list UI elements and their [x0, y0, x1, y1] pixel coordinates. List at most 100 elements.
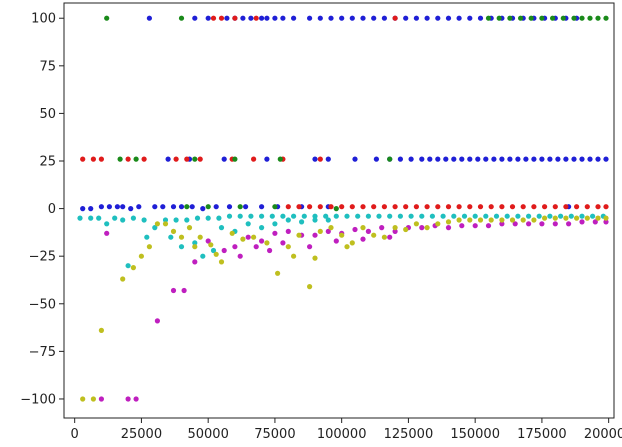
- data-point: [558, 213, 564, 219]
- x-tick-label: 100000: [317, 427, 367, 442]
- y-tick-label: 75: [39, 59, 56, 74]
- data-point: [547, 156, 553, 162]
- data-point: [339, 232, 345, 238]
- data-point: [178, 15, 185, 21]
- data-point: [590, 213, 596, 219]
- data-point: [154, 221, 160, 227]
- data-point: [339, 204, 345, 210]
- data-point: [213, 204, 219, 210]
- data-point: [277, 156, 283, 162]
- data-point: [317, 15, 323, 21]
- data-point: [435, 221, 441, 227]
- data-point: [312, 213, 318, 219]
- data-point: [477, 217, 484, 223]
- data-point: [520, 217, 526, 223]
- data-point: [344, 213, 350, 219]
- y-tick-label: −75: [29, 345, 56, 360]
- data-point: [259, 204, 265, 210]
- data-point: [526, 221, 532, 227]
- x-tick-label: 50000: [187, 427, 228, 442]
- data-point: [392, 15, 398, 21]
- data-point: [205, 215, 211, 221]
- data-point: [184, 204, 190, 210]
- data-point: [376, 213, 382, 219]
- data-point: [477, 204, 484, 210]
- data-point: [520, 204, 526, 210]
- data-point: [125, 156, 131, 162]
- y-tick-label: 0: [48, 202, 56, 217]
- data-point: [528, 15, 534, 21]
- data-point: [136, 204, 142, 210]
- data-point: [595, 156, 601, 162]
- data-point: [587, 15, 593, 21]
- data-point: [571, 15, 577, 21]
- data-point: [146, 244, 152, 250]
- data-point: [114, 204, 120, 210]
- data-point: [456, 204, 462, 210]
- data-point: [307, 244, 313, 250]
- data-point: [325, 156, 331, 162]
- data-point: [226, 204, 233, 210]
- data-point: [128, 206, 134, 212]
- data-point: [210, 15, 217, 21]
- data-point: [280, 213, 286, 219]
- data-point: [125, 263, 131, 269]
- data-point: [325, 217, 331, 223]
- data-point: [397, 156, 403, 162]
- data-point: [240, 236, 246, 242]
- data-point: [184, 217, 190, 223]
- data-point: [173, 156, 179, 162]
- data-point: [253, 15, 259, 21]
- data-point: [445, 204, 452, 210]
- data-point: [96, 215, 102, 221]
- data-point: [243, 204, 249, 210]
- data-point: [413, 15, 419, 21]
- data-point: [536, 213, 542, 219]
- data-point: [403, 204, 409, 210]
- data-point: [328, 204, 334, 210]
- data-point: [445, 219, 452, 225]
- data-point: [112, 215, 118, 221]
- data-point: [371, 204, 377, 210]
- data-point: [328, 225, 334, 231]
- data-point: [539, 221, 545, 227]
- data-point: [403, 226, 409, 233]
- data-point: [526, 213, 532, 219]
- data-point: [563, 215, 569, 221]
- data-point: [117, 156, 123, 162]
- data-point: [555, 156, 561, 162]
- data-point: [483, 156, 489, 162]
- data-point: [224, 15, 230, 21]
- data-point: [232, 156, 238, 162]
- data-point: [80, 396, 86, 402]
- data-point: [218, 15, 225, 21]
- data-point: [531, 156, 537, 162]
- y-tick-label: 25: [39, 155, 56, 170]
- data-point: [184, 156, 190, 162]
- data-point: [259, 238, 265, 244]
- data-point: [587, 156, 593, 162]
- data-point: [542, 204, 548, 210]
- data-point: [325, 228, 331, 234]
- data-point: [595, 215, 601, 221]
- data-point: [245, 234, 251, 240]
- data-point: [333, 206, 339, 212]
- data-point: [307, 284, 313, 290]
- data-point: [547, 213, 553, 219]
- data-point: [267, 247, 273, 254]
- data-point: [90, 396, 96, 402]
- data-point: [275, 270, 281, 276]
- data-point: [493, 213, 500, 219]
- data-point: [539, 156, 545, 162]
- data-point: [272, 15, 278, 21]
- data-point: [550, 15, 556, 21]
- data-point: [360, 225, 366, 231]
- data-point: [435, 204, 441, 210]
- data-point: [440, 213, 446, 219]
- data-point: [248, 15, 254, 21]
- data-point: [291, 213, 297, 219]
- data-point: [317, 204, 323, 210]
- data-point: [98, 327, 104, 333]
- data-point: [218, 225, 225, 231]
- data-point: [229, 230, 235, 236]
